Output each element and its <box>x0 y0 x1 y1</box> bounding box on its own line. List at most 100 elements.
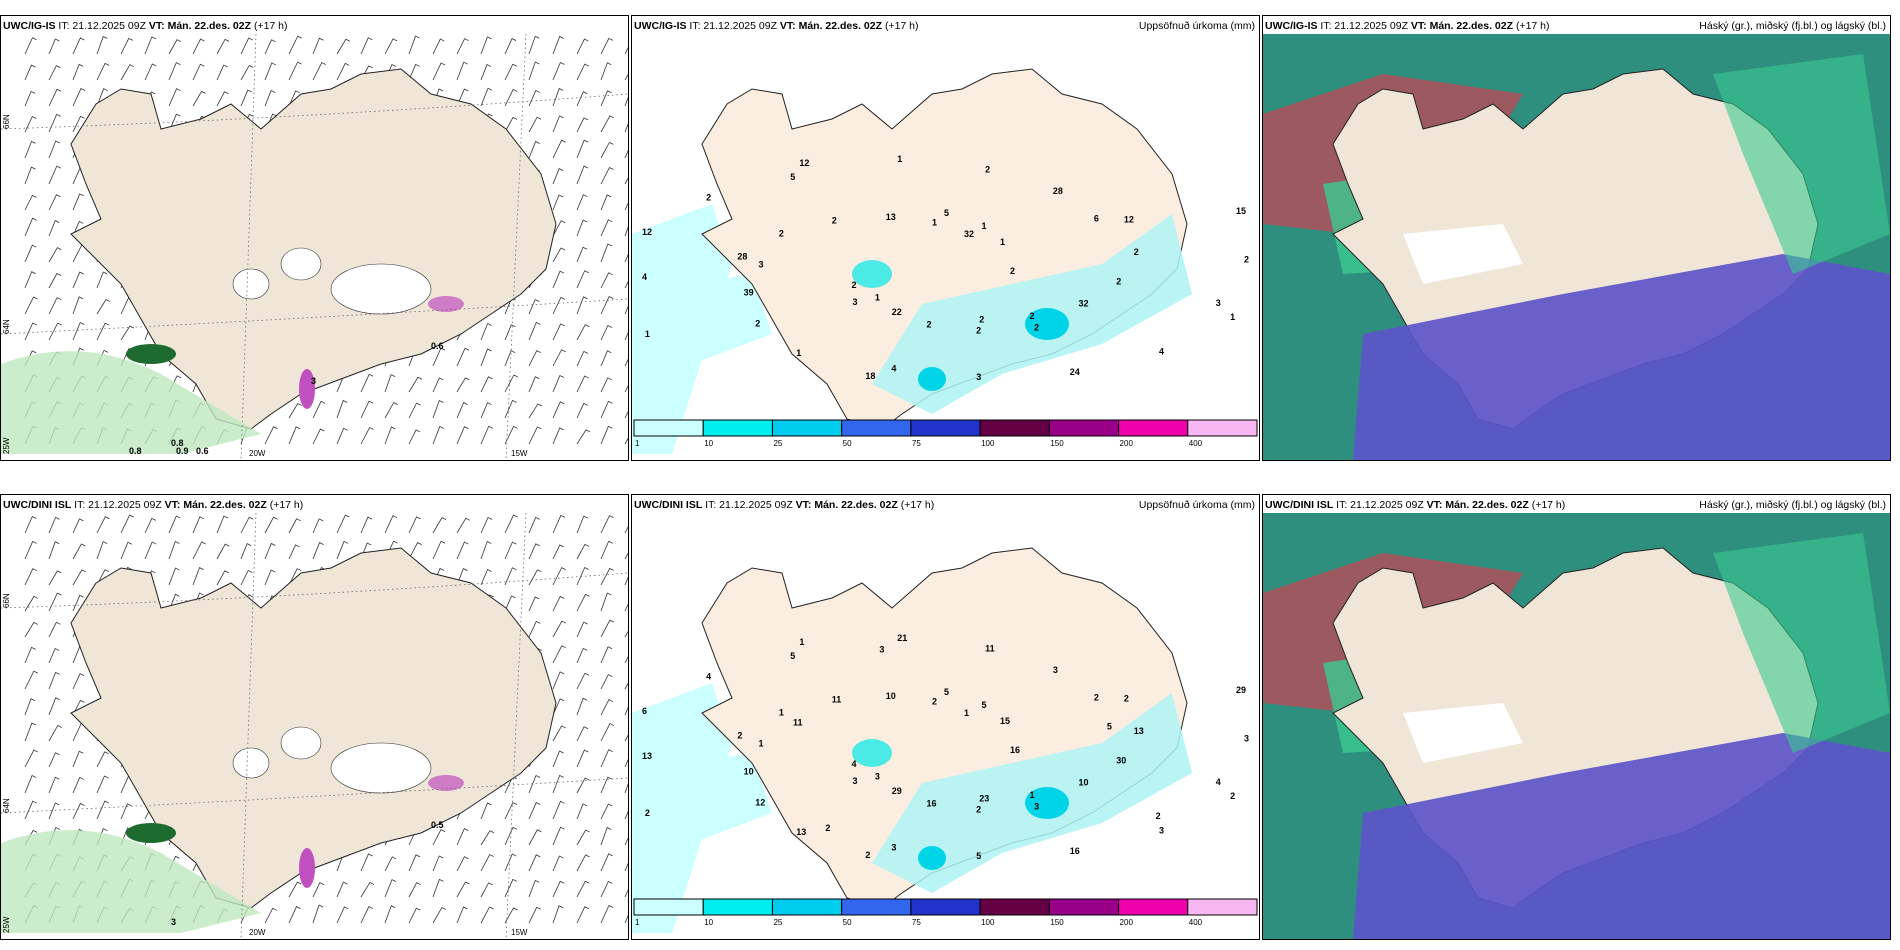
wind-barb <box>552 35 564 55</box>
precip-label: 13 <box>886 212 896 222</box>
wind-barb <box>456 426 469 445</box>
wind-barb <box>72 296 84 315</box>
wind-barb <box>528 829 542 846</box>
wind-barb <box>576 38 589 55</box>
wind-barb <box>144 36 157 55</box>
value-label: 3 <box>311 376 316 386</box>
colorbar: 1 10 25 50 75 100 150 200 400 <box>633 419 1258 448</box>
wind-barb <box>24 296 38 315</box>
wind-barb <box>24 540 37 560</box>
wind-barb <box>624 706 628 716</box>
precip-label: 3 <box>852 776 857 786</box>
wind-barb <box>288 61 302 81</box>
clear-area <box>1403 703 1523 763</box>
precip-label: 3 <box>852 297 857 307</box>
wind-map: 0.5 3 66N 64N 25W 20W 15W <box>1 513 628 939</box>
wind-barb <box>96 775 109 794</box>
wind-barb <box>576 91 588 107</box>
wind-barb <box>600 567 614 586</box>
colorbar-swatch <box>633 419 704 437</box>
wind-barb <box>456 38 469 55</box>
wind-barb <box>120 541 133 560</box>
wind-barb <box>240 37 253 55</box>
model-name: UWC/DINI ISL <box>1265 499 1334 511</box>
precip-label: 2 <box>1124 693 1129 703</box>
wind-barb <box>552 296 566 315</box>
wind-barb <box>504 38 517 55</box>
init-time: IT: 21.12.2025 09Z <box>1317 20 1411 32</box>
wind-barb <box>72 115 85 133</box>
precip-label: 2 <box>932 697 937 707</box>
precip-label: 24 <box>1070 367 1080 377</box>
precip-label: 3 <box>1216 298 1221 308</box>
low-cloud <box>1353 733 1890 939</box>
wind-barb <box>624 603 628 612</box>
wind-barb <box>288 881 302 898</box>
wind-barb <box>24 515 37 534</box>
wind-barb <box>120 803 132 820</box>
wind-barb <box>48 752 60 768</box>
wind-barb <box>480 906 494 924</box>
wind-barb <box>576 543 590 560</box>
precip-label: 2 <box>985 165 990 175</box>
wind-barb <box>216 38 230 55</box>
model-name: UWC/IG-IS <box>634 20 687 32</box>
precip-label: 3 <box>879 645 884 655</box>
precip-core <box>918 846 946 870</box>
glacier <box>232 747 270 779</box>
precip-label: 16 <box>926 798 936 808</box>
wind-barb <box>480 830 495 846</box>
panel-wind-ig: UWC/IG-IS IT: 21.12.2025 09Z VT: Mán. 22… <box>0 15 629 461</box>
colorbar-tick: 400 <box>1189 439 1203 448</box>
iceland-land <box>70 547 557 909</box>
precip-label: 13 <box>796 827 806 837</box>
wind-barb <box>576 777 590 794</box>
wind-barb <box>624 96 628 107</box>
precip-label: 28 <box>1053 186 1063 196</box>
precip-label: 4 <box>852 759 857 769</box>
wind-barb <box>456 377 470 393</box>
colorbar-tick: 200 <box>1120 439 1134 448</box>
wind-barb <box>24 670 38 690</box>
wind-barb <box>576 296 588 315</box>
wind-barb <box>360 427 374 445</box>
wind-barb <box>96 35 108 55</box>
wind-barb <box>624 889 628 898</box>
snow-area <box>299 369 315 409</box>
lead-time: (+17 h) <box>897 499 935 511</box>
precip-label: 2 <box>825 823 830 833</box>
wind-barb <box>528 620 541 638</box>
panel-title: Uppsöfnuð úrkoma (mm) <box>1138 20 1255 32</box>
wind-barb <box>432 878 444 898</box>
mid-cloud <box>1713 54 1890 274</box>
wind-barb <box>528 35 540 55</box>
init-time: IT: 21.12.2025 09Z <box>55 20 149 32</box>
wind-barb <box>624 837 628 846</box>
wind-barb <box>576 854 590 872</box>
wind-barb <box>288 403 302 419</box>
wind-barb <box>576 621 588 638</box>
wind-barb <box>408 63 420 81</box>
latitude-line <box>1 572 628 609</box>
wind-barb <box>552 750 564 768</box>
colorbar-swatch <box>633 898 704 916</box>
lat-label: 66N <box>2 114 11 129</box>
wind-barb <box>528 140 540 159</box>
wind-barb <box>552 671 565 690</box>
precip-label: 4 <box>706 672 711 682</box>
wind-barb <box>72 321 85 341</box>
wind-barb <box>600 425 613 445</box>
precip-label: 1 <box>964 708 969 718</box>
wind-barb <box>624 226 628 237</box>
precip-label: 2 <box>645 808 650 818</box>
wind-barb <box>600 646 613 664</box>
wind-barb <box>336 881 348 898</box>
wind-barb <box>48 671 60 690</box>
wind-barb <box>24 271 36 289</box>
wind-barb <box>600 619 615 638</box>
precip-label: 1 <box>897 154 902 164</box>
init-time: IT: 21.12.2025 09Z <box>71 499 165 511</box>
precip-label: 1 <box>1000 237 1005 247</box>
colorbar-tick: 200 <box>1120 918 1134 927</box>
wind-barb <box>312 62 326 81</box>
